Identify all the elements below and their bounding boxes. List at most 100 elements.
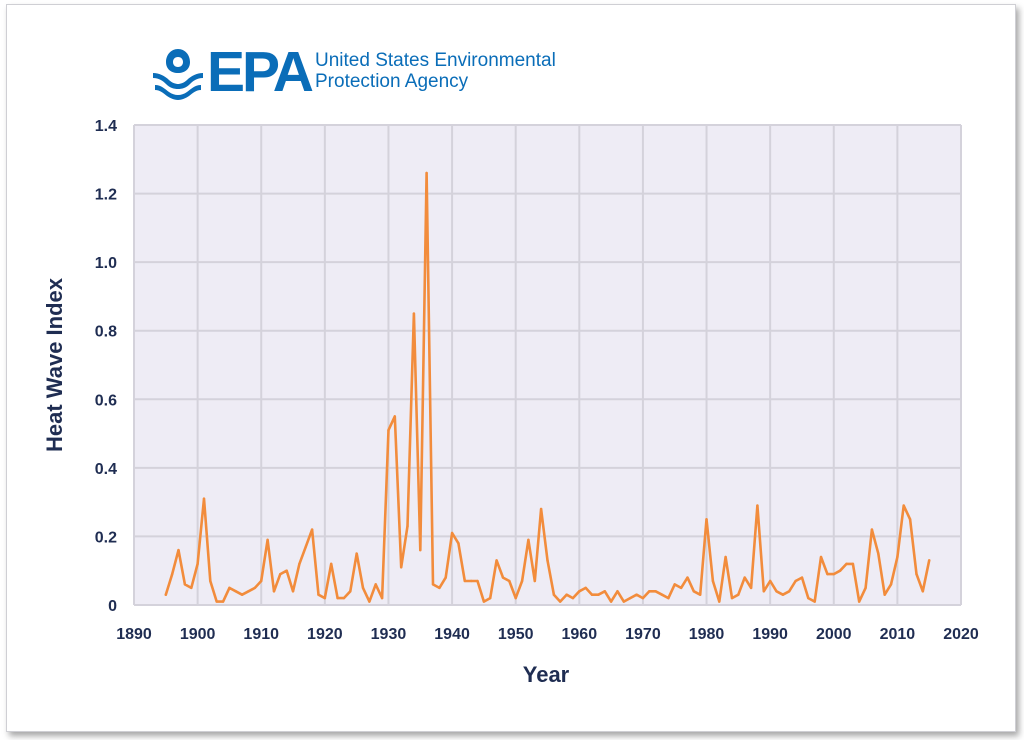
data-point [279,572,282,576]
data-point [915,572,918,576]
data-point [291,590,295,593]
y-tick-label: 0.6 [95,392,117,409]
data-point [520,579,524,583]
data-point [399,566,403,569]
data-point [419,548,422,552]
data-point [635,593,638,596]
series-points [164,171,931,603]
data-point [450,531,454,535]
data-point [692,590,696,593]
y-tick-label: 1.0 [95,255,117,272]
y-tick-label: 0 [108,598,117,615]
y-tick-label: 0.8 [95,324,117,341]
data-point [584,586,587,590]
data-point [164,593,168,596]
data-point [616,590,619,593]
x-tick-label: 2010 [880,626,916,643]
data-point [870,528,874,531]
plot-area [134,125,961,605]
data-point [234,590,237,593]
data-point [908,518,912,521]
x-tick-label: 1950 [498,626,534,643]
x-tick-label: 1960 [562,626,598,643]
data-point [425,171,428,175]
x-tick-label: 1930 [371,626,407,643]
data-point [317,593,320,596]
data-point [622,600,626,603]
data-point [342,596,346,600]
data-point [794,579,797,583]
data-point [209,579,212,583]
y-tick-label: 1.4 [95,118,117,135]
data-point [260,579,263,583]
data-point [590,593,594,596]
data-point [718,600,721,603]
data-point [807,596,810,600]
x-tick-label: 1900 [180,626,216,643]
x-axis-ticks: 1890 1900 1910 1920 1930 1940 1950 1960 1970 1980… [116,626,979,643]
data-point [724,555,727,559]
data-point [756,504,759,507]
data-point [323,596,327,600]
data-point [571,596,575,600]
data-point [177,548,180,552]
data-point [336,596,339,600]
data-point [387,428,390,432]
data-point [883,593,886,596]
epa-wordmark: EPA [207,40,314,104]
data-point [368,600,371,603]
data-point [698,593,702,596]
x-axis-title: Year [523,662,570,687]
data-point [514,596,517,600]
data-point [819,555,823,559]
data-point [463,579,466,583]
data-point [170,572,174,576]
data-point [896,555,899,559]
data-point [603,590,606,593]
data-point [858,600,861,603]
x-tick-label: 1890 [116,626,152,643]
data-point [838,569,842,572]
x-tick-label: 1920 [307,626,343,643]
data-point [832,572,835,576]
data-point [527,538,530,542]
data-point [412,312,416,315]
data-point [775,590,778,593]
data-point [826,572,829,576]
data-point [788,590,791,593]
x-tick-label: 1970 [625,626,661,643]
data-point [578,590,581,593]
data-point [539,507,543,511]
data-point [660,593,664,596]
data-point [406,524,409,528]
data-point [654,590,657,593]
data-point [851,562,855,566]
data-point [457,542,460,545]
data-point [508,579,511,583]
data-point [845,562,848,566]
data-point [552,593,556,596]
data-point [438,586,441,590]
agency-name-line1: United States Environmental [315,50,556,71]
data-point [730,596,734,600]
x-tick-label: 2000 [816,626,852,643]
x-tick-label: 1910 [243,626,279,643]
y-axis-ticks: 0 0.2 0.4 0.6 0.8 1.0 1.2 1.4 [95,118,117,615]
data-point [469,579,473,583]
data-point [673,583,676,586]
data-point [374,583,377,586]
data-point [310,528,314,531]
data-point [565,593,568,596]
data-point [877,552,880,555]
data-point [762,590,765,593]
data-point [272,590,276,593]
data-point [813,600,816,603]
data-point [196,562,199,566]
data-point [393,415,397,418]
data-point [431,583,435,586]
data-point [686,576,689,579]
x-tick-label: 2020 [943,626,979,643]
data-point [559,600,562,603]
data-point [927,559,931,562]
